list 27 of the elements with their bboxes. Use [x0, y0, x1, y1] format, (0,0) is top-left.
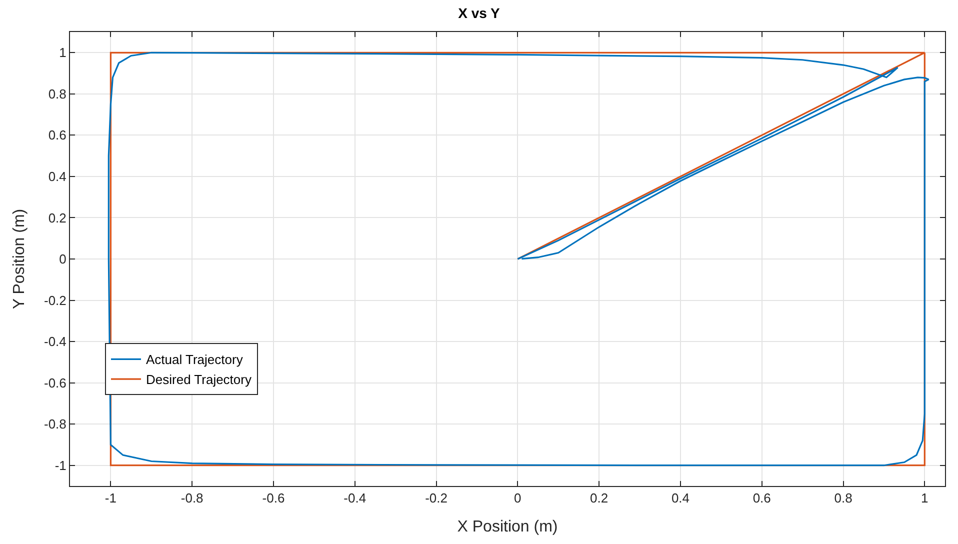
x-tick-label: 0.6 — [752, 490, 771, 506]
x-tick-label: -0.2 — [425, 490, 448, 506]
x-tick-label: 0.4 — [671, 490, 690, 506]
x-tick-label: 0.8 — [834, 490, 852, 506]
chart-title: X vs Y — [458, 4, 501, 21]
y-tick-label: -0.6 — [44, 375, 66, 390]
x-axis-title: X Position (m) — [457, 518, 558, 536]
x-tick-label: 0.2 — [590, 490, 608, 506]
y-tick-label: -1 — [54, 458, 66, 473]
y-axis-title: Y Position (m) — [10, 208, 28, 310]
x-tick-label: -0.6 — [262, 490, 285, 506]
y-tick-label: -0.2 — [44, 292, 66, 308]
y-tick-label: -0.4 — [44, 334, 66, 350]
y-tick-label: 0.8 — [48, 86, 66, 102]
x-tick-label: -1 — [104, 490, 116, 506]
x-tick-label: 1 — [921, 490, 928, 506]
legend-label: Desired Trajectory — [146, 372, 252, 388]
x-tick-label: 0 — [514, 490, 522, 506]
y-tick-label: 0 — [59, 252, 66, 267]
y-tick-label: -0.8 — [44, 416, 66, 432]
x-tick-label: -0.8 — [180, 490, 204, 506]
y-tick-label: 0.4 — [48, 169, 66, 184]
y-tick-label: 1 — [59, 45, 66, 60]
legend-label: Actual Trajectory — [146, 352, 244, 368]
x-tick-label: -0.4 — [344, 490, 366, 506]
y-tick-label: 0.2 — [48, 210, 66, 226]
y-tick-label: 0.6 — [48, 128, 66, 143]
